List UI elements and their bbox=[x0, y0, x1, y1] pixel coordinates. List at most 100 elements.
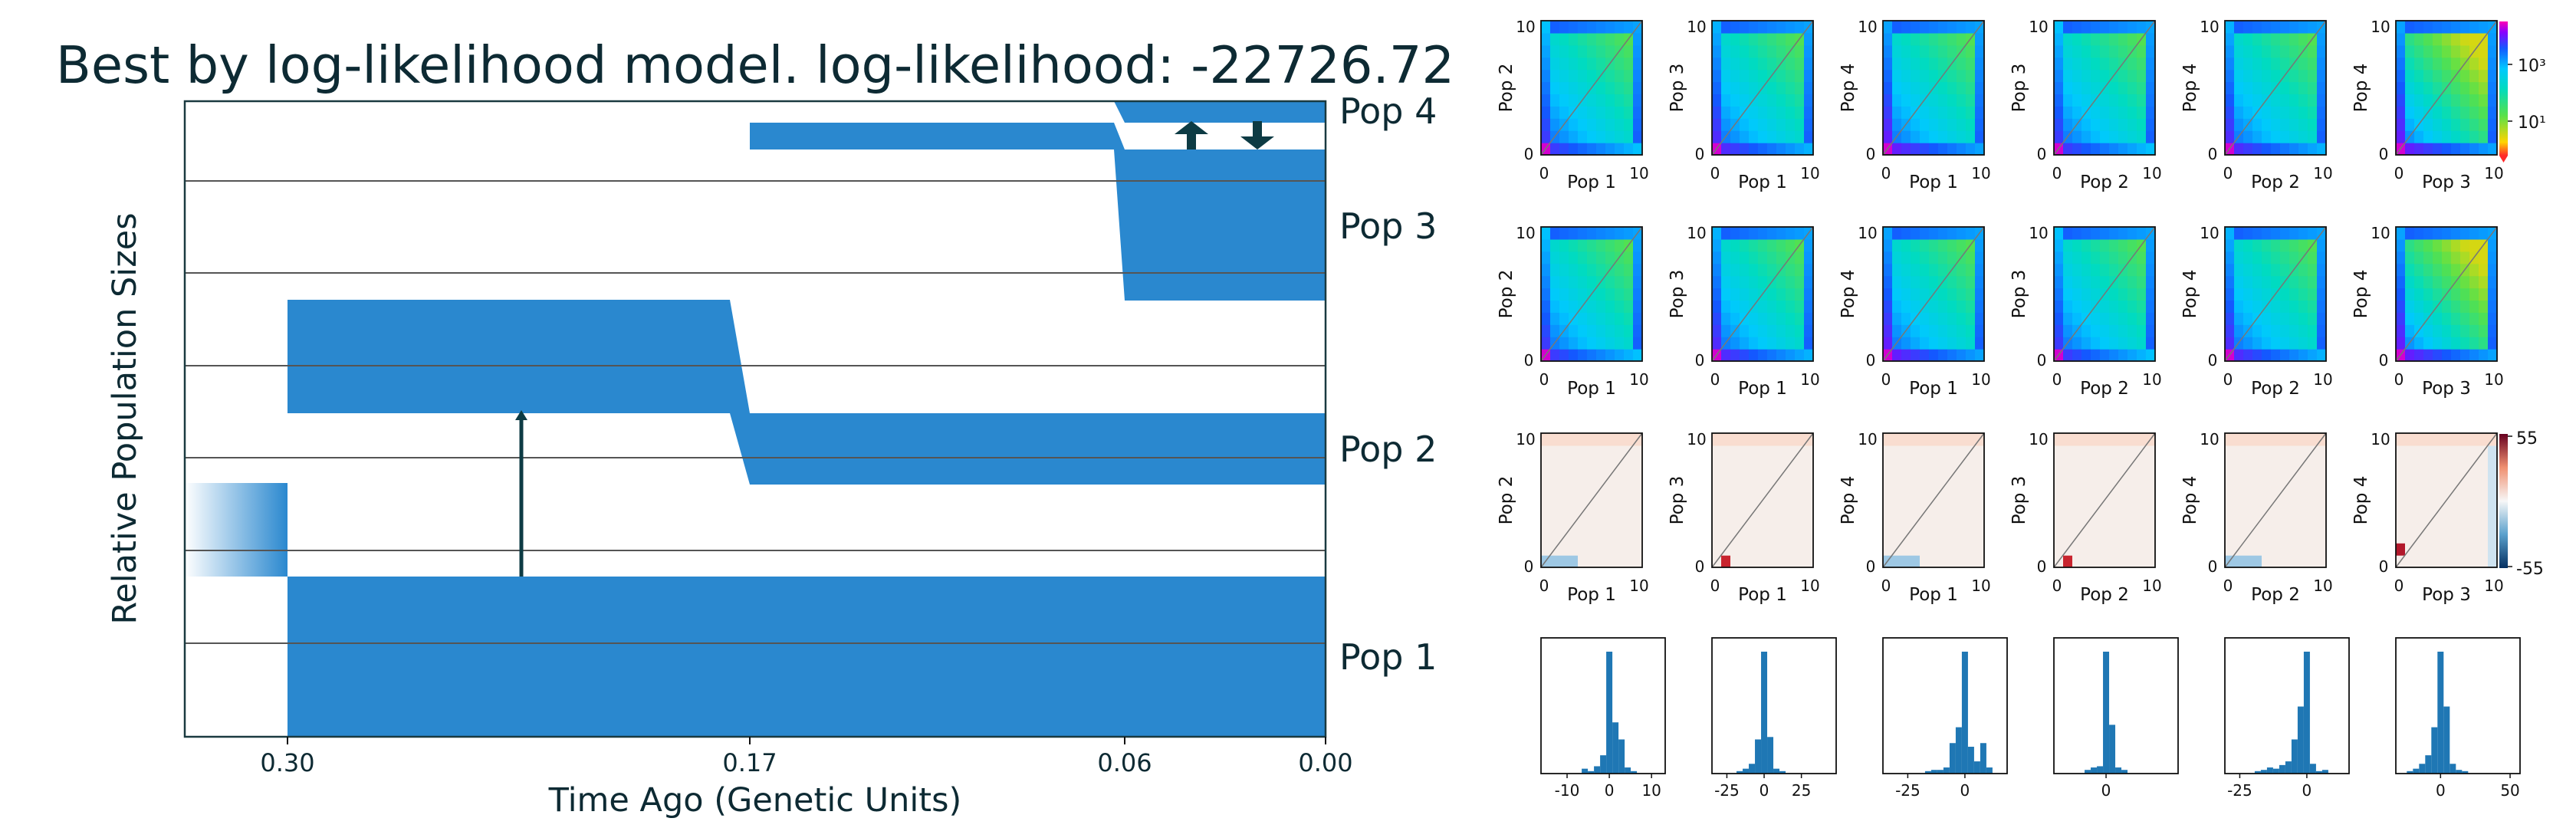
heatmap-cell bbox=[1624, 457, 1634, 471]
heatmap-panel-residuals-1 bbox=[1540, 432, 1643, 568]
heatmap-cell bbox=[1883, 337, 1893, 350]
heatmap-cell bbox=[1578, 433, 1588, 446]
heatmap-cell bbox=[1966, 44, 1976, 58]
heatmap-cell bbox=[1938, 251, 1948, 264]
pop1-label: Pop 1 bbox=[1339, 636, 1437, 678]
heatmap-cell bbox=[1883, 481, 1893, 495]
heatmap-cell bbox=[2308, 106, 2318, 119]
heatmap-cell bbox=[1758, 506, 1768, 519]
heatmap-cell bbox=[1901, 506, 1911, 519]
heatmap-cell bbox=[1892, 32, 1902, 46]
heatmap-cell bbox=[1795, 337, 1805, 350]
heatmap-cell bbox=[2451, 506, 2461, 519]
heatmap-cell bbox=[1596, 94, 1606, 107]
heatmap-cell bbox=[1569, 143, 1579, 156]
heatmap-cell bbox=[2479, 143, 2489, 156]
heatmap-cell bbox=[1804, 457, 1814, 471]
heatmap-cell bbox=[1587, 445, 1597, 458]
heatmap-cell bbox=[1892, 81, 1902, 95]
heatmap-cell bbox=[1596, 457, 1606, 471]
heatmap-cell bbox=[2128, 543, 2137, 556]
panel-x-label: Pop 3 bbox=[2422, 585, 2471, 605]
heatmap-cell bbox=[2414, 69, 2424, 83]
panel-y-label: Pop 4 bbox=[2180, 64, 2200, 113]
heatmap-cell bbox=[1901, 469, 1911, 483]
heatmap-cell bbox=[2469, 494, 2479, 508]
heatmap-cell bbox=[1758, 251, 1768, 264]
heatmap-cell bbox=[1776, 143, 1786, 156]
heatmap-cell bbox=[1730, 481, 1740, 495]
heatmap-cell bbox=[1559, 69, 1569, 83]
heatmap-cell bbox=[1633, 106, 1643, 119]
heatmap-cell bbox=[1758, 481, 1768, 495]
heatmap-cell bbox=[2100, 263, 2110, 277]
heatmap-cell bbox=[2063, 555, 2073, 568]
heatmap-cell bbox=[1929, 469, 1939, 483]
heatmap-cell bbox=[1559, 106, 1569, 119]
heatmap-cell bbox=[1901, 555, 1911, 568]
heatmap-cell bbox=[1975, 44, 1985, 58]
heatmap-cell bbox=[2146, 44, 2156, 58]
heatmap-cell bbox=[1569, 531, 1579, 544]
heatmap-cell bbox=[1966, 300, 1976, 313]
heatmap-cell bbox=[2280, 118, 2290, 131]
heatmap-panel-data-6 bbox=[2395, 20, 2498, 156]
heatmap-cell bbox=[1633, 494, 1643, 508]
heatmap-cell bbox=[2442, 227, 2452, 240]
heatmap-cell bbox=[1786, 506, 1796, 519]
heatmap-cell bbox=[2118, 21, 2128, 34]
heatmap-cell bbox=[1883, 21, 1893, 34]
histogram-tick-label: 25 bbox=[1792, 781, 1811, 800]
heatmap-cell bbox=[2252, 433, 2262, 446]
heatmap-cell bbox=[1975, 118, 1985, 131]
heatmap-cell bbox=[2308, 349, 2318, 362]
heatmap-cell bbox=[2289, 494, 2299, 508]
heatmap-cell bbox=[1596, 118, 1606, 131]
panel-x-label: Pop 1 bbox=[1909, 585, 1958, 605]
heatmap-cell bbox=[1615, 433, 1625, 446]
heatmap-cell bbox=[2298, 324, 2308, 337]
heatmap-cell bbox=[2128, 32, 2137, 46]
y-tick-label: 0 bbox=[2379, 145, 2389, 163]
heatmap-cell bbox=[2298, 275, 2308, 289]
heatmap-cell bbox=[2091, 324, 2101, 337]
heatmap-cell bbox=[2271, 118, 2281, 131]
heatmap-cell bbox=[1633, 337, 1643, 350]
heatmap-cell bbox=[2137, 94, 2147, 107]
heatmap-cell bbox=[1578, 69, 1588, 83]
heatmap-cell bbox=[2298, 531, 2308, 544]
heatmap-cell bbox=[1767, 518, 1777, 531]
heatmap-cell bbox=[1578, 44, 1588, 58]
heatmap-cell bbox=[1749, 481, 1759, 495]
heatmap-cell bbox=[1541, 518, 1551, 531]
x-ticks: 0.30 0.17 0.06 0.00 bbox=[260, 737, 1353, 777]
heatmap-cell bbox=[2252, 227, 2262, 240]
heatmap-cell bbox=[1712, 94, 1722, 107]
heatmap-cell bbox=[1901, 81, 1911, 95]
histogram-bar bbox=[2097, 766, 2104, 774]
heatmap-cell bbox=[2091, 288, 2101, 301]
heatmap-cell bbox=[2100, 506, 2110, 519]
heatmap-cell bbox=[2082, 494, 2091, 508]
histogram-bar bbox=[2303, 652, 2310, 774]
heatmap-cell bbox=[2128, 433, 2137, 446]
heatmap-cell bbox=[1721, 469, 1731, 483]
heatmap-cell bbox=[1596, 543, 1606, 556]
heatmap-cell bbox=[2252, 469, 2262, 483]
heatmap-cell bbox=[2414, 445, 2424, 458]
heatmap-cell bbox=[2405, 469, 2415, 483]
heatmap-cell bbox=[2280, 349, 2290, 362]
histogram-frame bbox=[1540, 637, 1666, 774]
heatmap-cell bbox=[2405, 44, 2415, 58]
heatmap-cell bbox=[2118, 143, 2128, 156]
heatmap-cell bbox=[1550, 506, 1560, 519]
heatmap-cell bbox=[2271, 130, 2281, 143]
heatmap-cell bbox=[1947, 130, 1957, 143]
heatmap-cell bbox=[1749, 531, 1759, 544]
heatmap-cell bbox=[2479, 300, 2489, 313]
heatmap-cell bbox=[2469, 555, 2479, 568]
x-tick-label: 0 bbox=[1881, 370, 1891, 389]
heatmap-cell bbox=[2308, 543, 2318, 556]
heatmap-cell bbox=[1633, 81, 1643, 95]
heatmap-cell bbox=[1712, 106, 1722, 119]
